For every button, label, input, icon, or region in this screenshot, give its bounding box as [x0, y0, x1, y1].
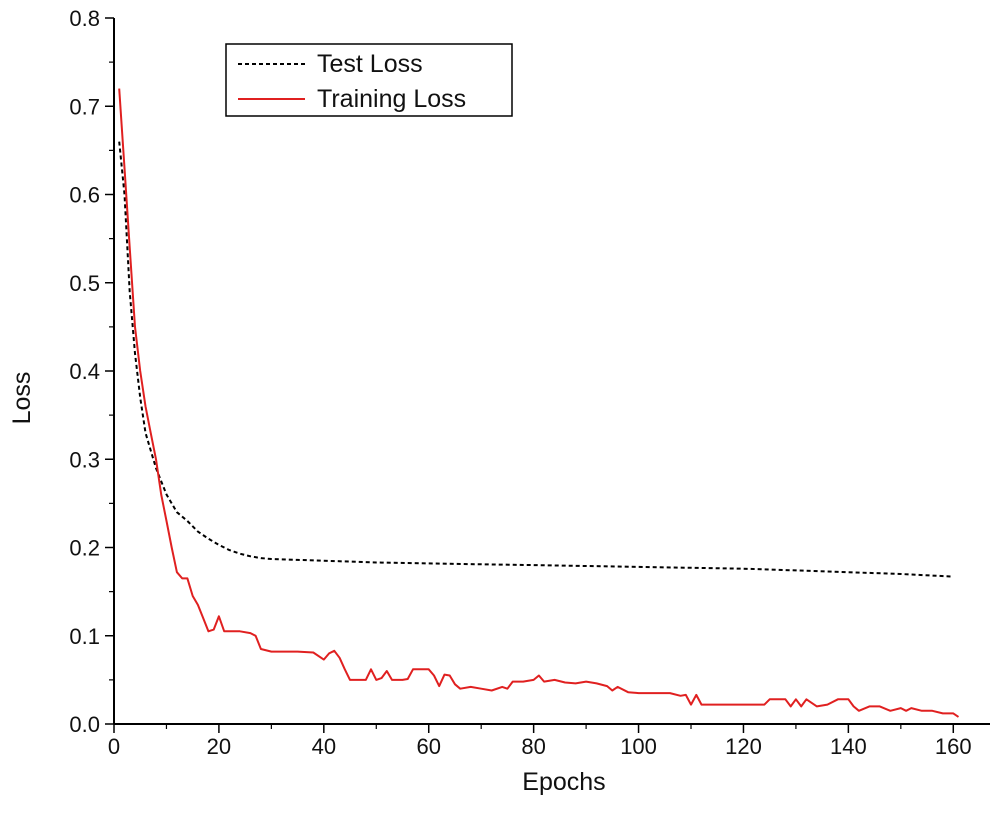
legend: Test Loss Training Loss: [225, 43, 513, 117]
y-tick-label: 0.0: [69, 712, 100, 737]
series-line-test-loss: [118, 141, 954, 578]
x-tick-label: 40: [312, 734, 336, 759]
legend-box: [225, 43, 513, 117]
y-axis-title: Loss: [8, 372, 36, 425]
x-tick-label: 20: [207, 734, 231, 759]
y-tick-label: 0.2: [69, 536, 100, 561]
y-tick-label: 0.1: [69, 624, 100, 649]
y-tick-label: 0.7: [69, 94, 100, 119]
x-tick-label: 60: [416, 734, 440, 759]
x-axis: 0 20 40 60 80 100 120 140 160: [108, 724, 972, 759]
x-tick-label: 160: [935, 734, 972, 759]
legend-label-training-loss: Training Loss: [317, 85, 466, 113]
y-tick-label: 0.6: [69, 183, 100, 208]
y-tick-label: 0.3: [69, 447, 100, 472]
plot-area: [113, 18, 990, 725]
y-axis: 0.0 0.1 0.2 0.3 0.4 0.5 0.6 0.7 0.8: [69, 6, 114, 737]
y-tick-label: 0.5: [69, 271, 100, 296]
x-axis-title: Epochs: [522, 768, 605, 796]
x-tick-label: 0: [108, 734, 120, 759]
x-tick-label: 120: [725, 734, 762, 759]
y-tick-label: 0.8: [69, 6, 100, 31]
x-tick-label: 140: [830, 734, 867, 759]
series-line-training-loss: [118, 88, 960, 718]
series-layer: [118, 88, 960, 718]
y-tick-label: 0.4: [69, 359, 100, 384]
legend-label-test-loss: Test Loss: [317, 50, 423, 78]
x-tick-label: 80: [521, 734, 545, 759]
x-tick-label: 100: [620, 734, 657, 759]
